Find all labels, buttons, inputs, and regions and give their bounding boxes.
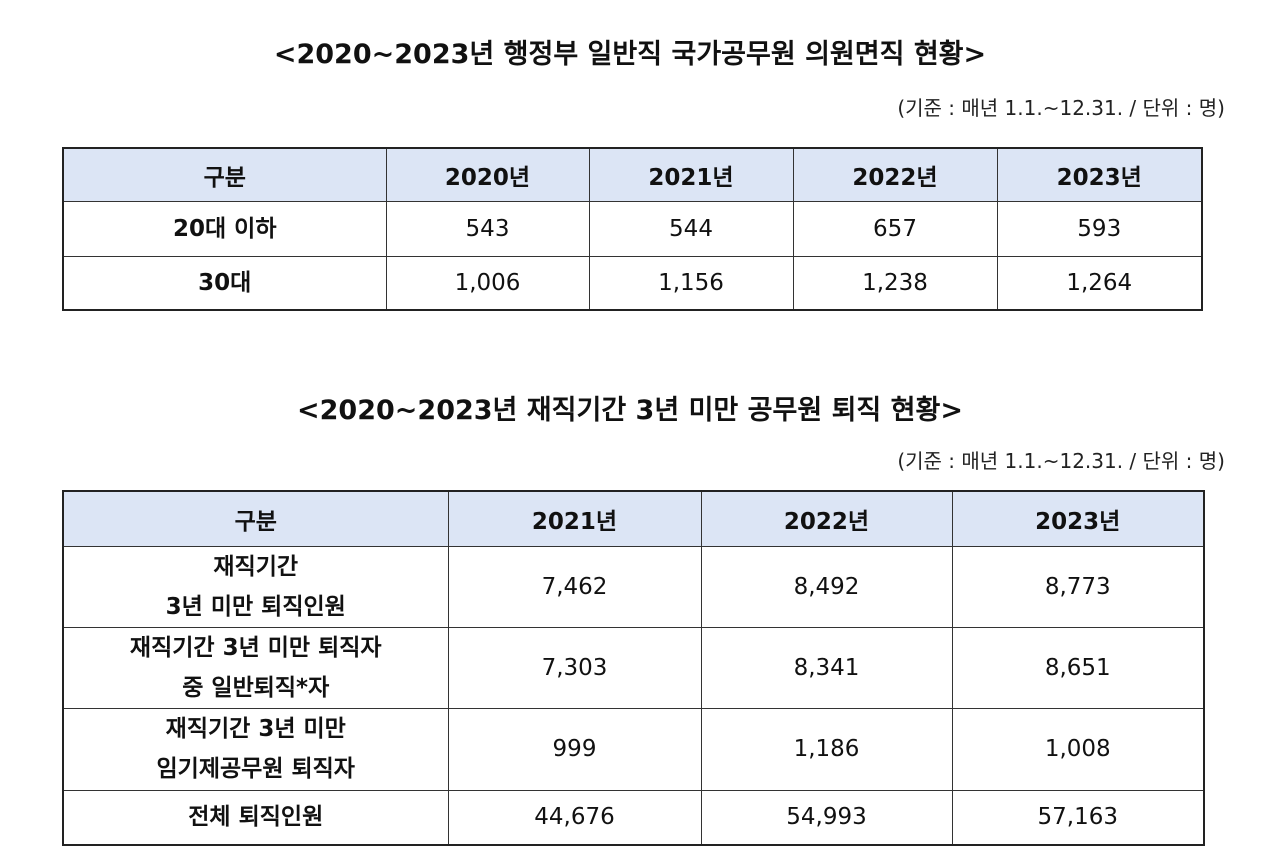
label-line: 재직기간 3년 미만 [165,716,346,742]
table: 구분 2020년 2021년 2022년 2023년 20대 이하 543 544 657 593… [62,147,1203,311]
unit-note: (기준 : 매년 1.1.~12.31. / 단위 : 명) [897,96,1225,120]
value-cell: 1,186 [700,707,953,791]
row: 전체 퇴직인원 44,676 54,993 57,163 [62,789,1205,846]
label-line: 재직기간 [213,553,299,580]
value-cell: 1,264 [996,255,1203,311]
value-cell: 1,008 [951,707,1205,791]
header-cell: 2020년 [385,147,590,202]
value-cell: 657 [792,200,998,257]
row: 20대 이하 543 544 657 593 [62,200,1203,257]
label-line: 전체 퇴직인원 [188,804,324,831]
value-cell: 1,156 [588,255,794,311]
value-cell: 54,993 [700,789,953,846]
value-cell: 7,303 [447,626,702,709]
header-cell: 구분 [62,147,387,202]
row-label: 전체 퇴직인원 [62,789,449,846]
value-cell: 543 [385,200,590,257]
header-row: 구분 2020년 2021년 2022년 2023년 [62,147,1203,202]
value-cell: 44,676 [447,789,702,846]
label-line: 임기제공무원 퇴직자 [156,756,355,782]
value-cell: 8,651 [951,626,1205,709]
value-cell: 593 [996,200,1203,257]
value-cell: 544 [588,200,794,257]
row-label: 재직기간 3년 미만 퇴직인원 [62,545,449,628]
row: 재직기간 3년 미만 퇴직자 중 일반퇴직*자 7,303 8,341 8,651 [62,626,1205,709]
row-label: 30대 [62,255,387,311]
value-cell: 1,238 [792,255,998,311]
label-line: 3년 미만 퇴직인원 [165,593,346,620]
header-cell: 2021년 [588,147,794,202]
label-line: 중 일반퇴직*자 [182,674,330,701]
value-cell: 7,462 [447,545,702,628]
unit-note: (기준 : 매년 1.1.~12.31. / 단위 : 명) [897,449,1225,473]
header-cell: 구분 [62,490,449,547]
row: 30대 1,006 1,156 1,238 1,264 [62,255,1203,311]
table-title: <2020~2023년 행정부 일반직 국가공무원 의원면직 현황> [273,39,987,70]
table-title: <2020~2023년 재직기간 3년 미만 공무원 퇴직 현황> [297,395,963,426]
label-line: 30대 [198,269,252,296]
value-cell: 8,492 [700,545,953,628]
table-body: 구분 2020년 2021년 2022년 2023년 20대 이하 543 544 657 593… [62,147,1203,311]
label-line: 20대 이하 [173,215,277,242]
value-cell: 57,163 [951,789,1205,846]
value-cell: 8,341 [700,626,953,709]
header-cell: 2022년 [792,147,998,202]
header-cell: 2022년 [700,490,953,547]
row: 재직기간 3년 미만 임기제공무원 퇴직자 999 1,186 1,008 [62,707,1205,791]
header-cell: 2023년 [996,147,1203,202]
value-cell: 8,773 [951,545,1205,628]
header-cell: 2023년 [951,490,1205,547]
row: 재직기간 3년 미만 퇴직인원 7,462 8,492 8,773 [62,545,1205,628]
row-label: 20대 이하 [62,200,387,257]
value-cell: 1,006 [385,255,590,311]
header-row: 구분 2021년 2022년 2023년 [62,490,1205,547]
value-cell: 999 [447,707,702,791]
header-cell: 2021년 [447,490,702,547]
label-line: 재직기간 3년 미만 퇴직자 [129,634,382,661]
